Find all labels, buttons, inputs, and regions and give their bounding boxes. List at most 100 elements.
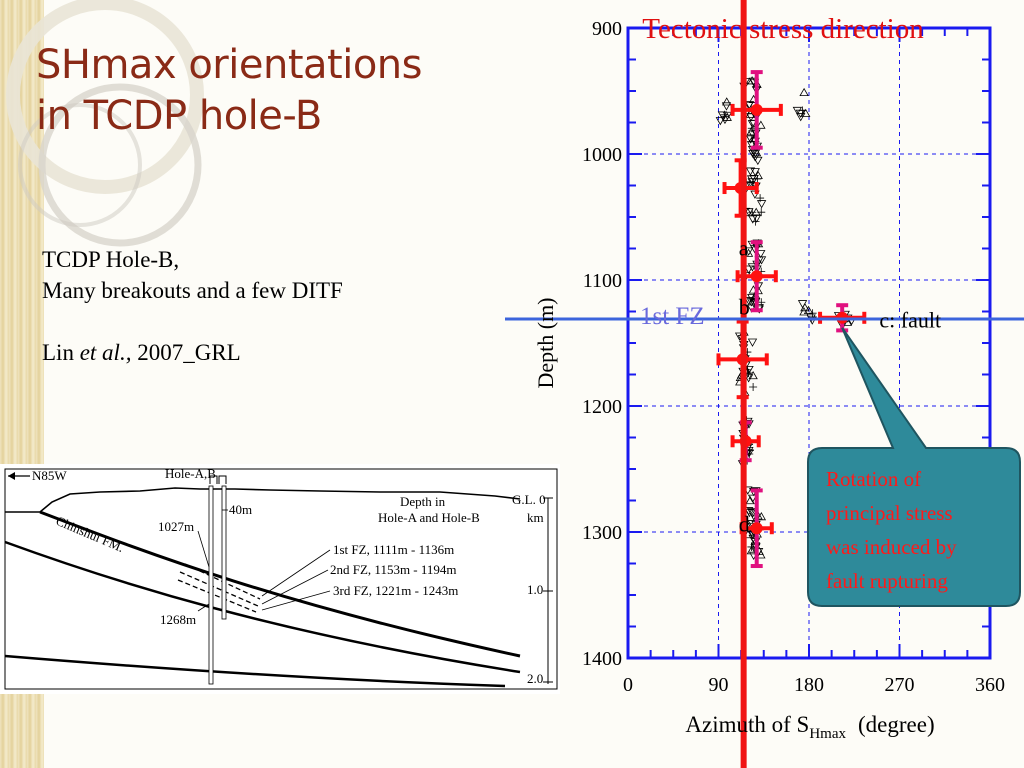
segment-label-1: a	[739, 236, 749, 261]
reference-etal: et al.,	[79, 340, 132, 365]
breakout-point	[797, 300, 808, 309]
x-axis-label-unit: (degree)	[858, 712, 935, 737]
x-tick-label-270: 270	[885, 674, 915, 696]
x-tick-label-90: 90	[709, 674, 729, 696]
y-tick-label-1000: 1000	[582, 144, 622, 166]
breakout-point	[722, 97, 732, 106]
y-tick-label-900: 900	[592, 18, 622, 40]
breakout-point	[756, 250, 766, 259]
slide-notes: TCDP Hole-B, Many breakouts and a few DI…	[42, 244, 343, 368]
breakout-point	[745, 495, 755, 505]
fault-zone-3-label: 3rd FZ, 1221m - 1243m	[333, 583, 458, 598]
segment-label-4: d	[739, 511, 750, 536]
scale-2-label: 2.0	[527, 671, 543, 686]
callout-text: Rotation of principal stress was induced b…	[826, 467, 957, 593]
mean-orientation-point-7	[750, 522, 763, 535]
x-axis-label-sub: Hmax	[809, 726, 846, 742]
y-axis-label: Depth (m)	[533, 297, 558, 388]
breakout-point	[753, 156, 763, 166]
breakout-point	[721, 102, 732, 111]
breakout-point	[751, 207, 761, 216]
y-tick-labels: 900 1000 1100 1200 1300 1400	[582, 18, 622, 670]
breakout-point	[743, 265, 754, 274]
mean-orientation-point-3	[750, 270, 763, 283]
breakout-point	[750, 168, 760, 177]
ditf-point	[751, 217, 760, 226]
depth-header-2: Hole-A and Hole-B	[378, 510, 480, 525]
chart-title: Tectonic stress direction	[642, 13, 924, 45]
y-tick-label-1200: 1200	[582, 396, 622, 418]
chart-grid	[628, 28, 990, 658]
breakout-point	[747, 338, 758, 347]
scale-1-label: 1.0	[527, 582, 543, 597]
breakout-point	[747, 293, 757, 303]
breakout-point	[744, 365, 754, 375]
ground-level-label: G.L. 0	[512, 492, 546, 507]
depth-header-1: Depth in	[400, 494, 446, 509]
reference-rest: 2007_GRL	[131, 340, 241, 365]
note-line-1: TCDP Hole-B,	[42, 247, 180, 272]
reference-line: Lin et al., 2007_GRL	[42, 337, 343, 368]
fault-zone-1-label: 1st FZ, 1111m - 1136m	[333, 542, 454, 557]
breakout-point	[746, 508, 757, 517]
breakout-point	[722, 111, 733, 121]
breakout-point	[747, 120, 758, 129]
x-axis-label: Azimuth of SHmax (degree)	[685, 712, 934, 742]
breakout-point	[751, 214, 762, 223]
segment-labels: a b c: fault d	[739, 236, 941, 537]
title-line-2: in TCDP hole-B	[36, 93, 322, 140]
breakout-point	[747, 263, 758, 272]
mean-orientation-point-1	[750, 103, 763, 116]
x-tick-label-180: 180	[794, 674, 824, 696]
title-line-1: SHmax orientations	[36, 42, 422, 88]
note-line-2: Many breakouts and a few DITF	[42, 278, 343, 303]
callout-line-1: Rotation of	[826, 467, 921, 491]
breakout-point	[803, 305, 814, 315]
breakout-point	[745, 135, 756, 144]
fault-zone-2-label: 2nd FZ, 1153m - 1194m	[330, 562, 457, 577]
breakout-point	[744, 297, 754, 306]
breakout-point	[744, 101, 754, 111]
callout-shape	[807, 327, 1021, 607]
callout-box: Rotation of principal stress was induced b…	[807, 327, 1021, 607]
x-tick-label-360: 360	[975, 674, 1005, 696]
x-tick-labels: 0 90 180 270 360	[623, 674, 1005, 696]
breakout-point	[717, 111, 728, 120]
direction-label: N85W	[32, 468, 67, 483]
callout-line-4: fault rupturing	[826, 569, 948, 593]
cross-section-diagram: N85W Hole-A,B 40m Chinshui FM. 1027m 126…	[0, 464, 560, 694]
breakout-point	[799, 307, 809, 316]
breakout-point	[753, 170, 763, 180]
breakout-point	[746, 127, 756, 136]
callout-line-2: principal stress	[826, 501, 953, 525]
ditf-point	[749, 382, 758, 391]
breakout-point	[715, 117, 726, 126]
x-axis-label-main: Azimuth of S	[685, 712, 809, 737]
breakout-point	[747, 494, 758, 503]
slide-title: SHmax orientations in TCDP hole-B	[36, 40, 516, 142]
breakout-point	[744, 208, 754, 217]
segment-label-2: b	[739, 295, 750, 320]
ditf-point	[756, 194, 765, 203]
breakout-point	[744, 508, 755, 518]
breakout-point	[756, 200, 767, 209]
breakout-point	[799, 87, 809, 97]
breakout-point	[743, 247, 754, 256]
km-label: km	[527, 510, 544, 525]
decorative-circles	[6, 0, 204, 247]
ditf-point	[798, 106, 807, 115]
breakout-point	[756, 120, 766, 129]
breakout-point	[745, 109, 755, 118]
y-tick-label-1400: 1400	[582, 648, 622, 670]
breakout-point	[746, 175, 757, 184]
breakout-point	[722, 112, 732, 121]
breakout-point	[745, 181, 756, 190]
breakout-point	[796, 113, 806, 122]
offset-label: 40m	[229, 502, 252, 517]
breakout-point	[801, 108, 811, 117]
breakout-point	[746, 546, 757, 555]
breakout-point	[748, 370, 758, 380]
y-tick-label-1300: 1300	[582, 522, 622, 544]
x-tick-label-0: 0	[623, 674, 633, 696]
